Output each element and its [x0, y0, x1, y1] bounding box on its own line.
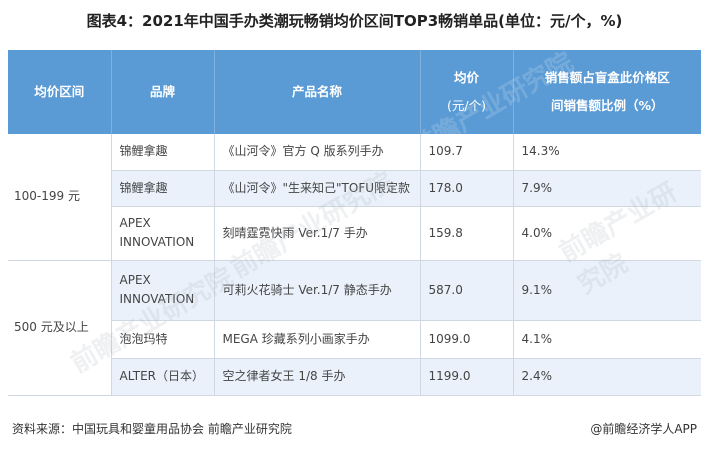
- table-row: ALTER（日本） 空之律者女王 1/8 手办 1199.0 2.4%: [8, 358, 701, 396]
- header-brand: 品牌: [111, 50, 215, 134]
- price-cell: 159.8: [420, 206, 514, 261]
- source-note: 资料来源：中国玩具和婴童用品协会 前瞻产业研究院: [12, 422, 292, 436]
- brand-cell: ALTER（日本）: [111, 358, 215, 396]
- credit-note: @前瞻经济学人APP: [590, 422, 697, 436]
- price-cell: 1099.0: [420, 320, 514, 359]
- table-row: APEX INNOVATION 刻晴霆霓快雨 Ver.1/7 手办 159.8 …: [8, 206, 701, 261]
- price-cell: 178.0: [420, 170, 514, 207]
- header-share: 销售额占盲盒此价格区 间销售额比例（%）: [513, 50, 701, 134]
- product-cell: 可莉火花骑士 Ver.1/7 静态手办: [214, 260, 421, 321]
- product-cell: 空之律者女王 1/8 手办: [214, 358, 421, 396]
- header-price-line1: 均价: [453, 70, 479, 85]
- share-cell: 7.9%: [513, 170, 701, 207]
- price-cell: 587.0: [420, 260, 514, 321]
- brand-cell: APEX INNOVATION: [111, 206, 215, 261]
- product-cell: 《山河令》官方 Q 版系列手办: [214, 134, 421, 171]
- header-share-line2: 间销售额比例（%）: [550, 98, 664, 113]
- header-price: 均价 (元/个): [420, 50, 514, 134]
- brand-cell: 锦鲤拿趣: [111, 170, 215, 207]
- range-cell: 500 元及以上: [8, 259, 112, 396]
- data-table: 均价区间 品牌 产品名称 均价 (元/个) 销售额占盲盒此价格区 间销售额比例（…: [8, 50, 701, 396]
- brand-cell: 泡泡玛特: [111, 320, 215, 359]
- range-cell: 100-199 元: [8, 134, 112, 261]
- price-cell: 1199.0: [420, 358, 514, 396]
- price-cell: 109.7: [420, 134, 514, 171]
- share-cell: 2.4%: [513, 358, 701, 396]
- brand-cell: 锦鲤拿趣: [111, 134, 215, 171]
- table-row: 100-199 元 锦鲤拿趣 《山河令》官方 Q 版系列手办 109.7 14.…: [8, 134, 701, 261]
- header-price-line2: (元/个): [447, 98, 486, 113]
- product-cell: 《山河令》"生来知己"TOFU限定款: [214, 170, 421, 207]
- header-product: 产品名称: [214, 50, 421, 134]
- header-share-line1: 销售额占盲盒此价格区: [544, 70, 670, 85]
- chart-title: 图表4：2021年中国手办类潮玩畅销均价区间TOP3畅销单品(单位：元/个，%): [86, 12, 623, 30]
- product-cell: 刻晴霆霓快雨 Ver.1/7 手办: [214, 206, 421, 261]
- table-row: 泡泡玛特 MEGA 珍藏系列小画家手办 1099.0 4.1%: [8, 320, 701, 359]
- share-cell: 14.3%: [513, 134, 701, 171]
- share-cell: 4.0%: [513, 206, 701, 261]
- product-cell: MEGA 珍藏系列小画家手办: [214, 320, 421, 359]
- share-cell: 9.1%: [513, 260, 701, 321]
- brand-cell: APEX INNOVATION: [111, 260, 215, 321]
- table-row: 500 元及以上 APEX INNOVATION 可莉火花骑士 Ver.1/7 …: [8, 259, 701, 396]
- share-cell: 4.1%: [513, 320, 701, 359]
- header-range: 均价区间: [8, 50, 112, 134]
- table-row: 锦鲤拿趣 《山河令》"生来知己"TOFU限定款 178.0 7.9%: [8, 170, 701, 207]
